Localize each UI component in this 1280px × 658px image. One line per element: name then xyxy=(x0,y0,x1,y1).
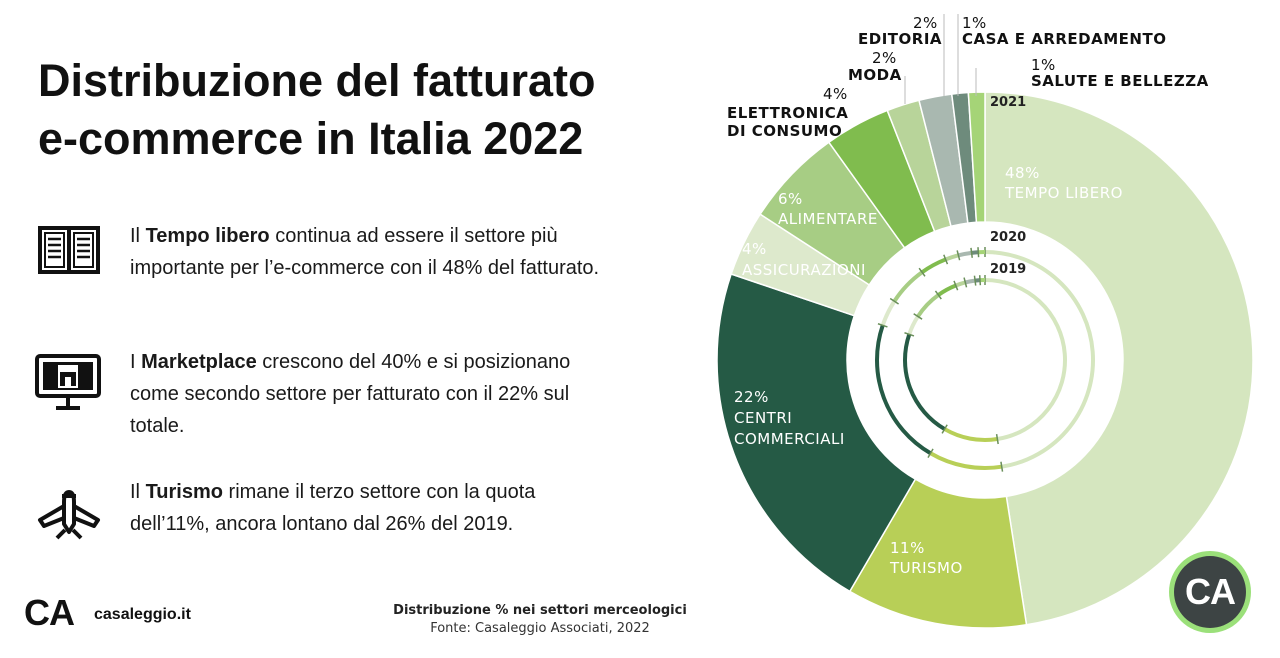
value-label-turismo: 11% xyxy=(890,539,925,557)
slice-centri-commerciali xyxy=(716,273,917,593)
category-label-moda: MODA xyxy=(848,66,902,84)
chart-source: Fonte: Casaleggio Associati, 2022 xyxy=(430,621,650,636)
ring-2020-tick xyxy=(927,448,934,458)
ring-2019-tick xyxy=(934,290,942,300)
ring-2020-arc-centri-commerciali xyxy=(875,324,932,455)
value-label-tempo-libero: 48% xyxy=(1005,164,1040,182)
open-book-icon xyxy=(34,220,104,290)
category-label-salute-e-bellezza: SALUTE E BELLEZZA xyxy=(1031,72,1209,90)
ring-2019-tick xyxy=(941,424,948,434)
airplane-icon xyxy=(34,476,104,546)
highlight-keyword: Turismo xyxy=(145,481,223,503)
marketplace-monitor-icon xyxy=(34,346,104,416)
ring-2019-arc-alimentare xyxy=(916,293,940,318)
category-label-editoria: EDITORIA xyxy=(858,30,942,48)
value-label-elettronica-di-consumo: 4% xyxy=(823,85,848,103)
slice-salute-e-bellezza xyxy=(967,91,986,224)
category-label-centri-commerciali: CENTRI xyxy=(734,409,792,427)
ring-2020-tick xyxy=(889,297,899,305)
ring-2019-arc-editoria xyxy=(964,278,976,285)
ring-2019-tick xyxy=(913,313,923,320)
ring-2019-arc-tempo-libero xyxy=(984,278,1067,442)
ring-2019-tick xyxy=(973,275,977,286)
category-label-centri-commerciali: COMMERCIALI xyxy=(734,430,845,448)
brand-site-link[interactable]: casaleggio.it xyxy=(94,606,191,623)
category-label-elettronica-di-consumo: DI CONSUMO xyxy=(727,122,842,140)
ring-2019-tick xyxy=(978,275,982,286)
slice-tempo-libero xyxy=(984,91,1254,626)
highlight-text: I Marketplace crescono del 40% e si posi… xyxy=(130,351,571,437)
ring-2020-tick xyxy=(1000,461,1004,472)
ring-2020-arc-assicurazioni xyxy=(880,300,897,327)
title-line-2: e-commerce in Italia 2022 xyxy=(38,113,584,164)
ring-2019-arc-moda xyxy=(955,280,966,288)
ring-2020-arc-editoria xyxy=(957,250,972,258)
value-label-alimentare: 6% xyxy=(778,190,803,208)
ring-2020-tick xyxy=(877,323,888,328)
ring-2019-tick xyxy=(904,332,915,337)
highlight-keyword: Marketplace xyxy=(141,351,257,373)
ring-2019-arc-assicurazioni xyxy=(907,315,920,336)
ring-2019-arc-elettronica-di-consumo xyxy=(937,283,957,297)
ring-2020-arc-tempo-libero xyxy=(984,250,1096,469)
ring-2020-tick xyxy=(970,247,973,258)
ring-2020-tick xyxy=(943,254,949,265)
ring-label-2020: 2020 xyxy=(990,230,1026,245)
ring-2019-arc-centri-commerciali xyxy=(903,333,946,431)
value-label-casa-e-arredamento: 1% xyxy=(962,14,987,32)
value-label-assicurazioni: 4% xyxy=(742,240,767,258)
value-label-moda: 2% xyxy=(872,49,897,67)
chart-caption: Distribuzione % nei settori merceologici… xyxy=(380,602,700,638)
value-label-salute-e-bellezza: 1% xyxy=(1031,56,1056,74)
highlight-text: Il Turismo rimane il terzo settore con l… xyxy=(130,481,536,535)
category-label-assicurazioni: ASSICURAZIONI xyxy=(742,261,866,279)
ring-2020-arc-alimentare xyxy=(892,270,924,303)
ring-2019-arc-turismo xyxy=(943,427,998,442)
ring-2019-tick xyxy=(995,433,999,445)
chart-caption-title: Distribuzione % nei settori merceologici xyxy=(393,603,687,618)
ca-badge-text: CA xyxy=(1185,571,1236,612)
category-label-elettronica-di-consumo: ELETTRONICA xyxy=(727,104,848,122)
category-label-turismo: TURISMO xyxy=(889,559,963,577)
page-title: Distribuzione del fatturato e-commerce i… xyxy=(38,52,698,168)
ring-2020-arc-casa-e-arredamento xyxy=(971,250,979,255)
ring-2020-arc-moda xyxy=(944,253,959,262)
highlight-turismo: Il Turismo rimane il terzo settore con l… xyxy=(34,476,654,576)
category-label-tempo-libero: TEMPO LIBERO xyxy=(1004,184,1123,202)
ring-2020-tick xyxy=(918,267,926,277)
value-label-editoria: 2% xyxy=(913,14,938,32)
highlight-tempo-libero: Il Tempo libero continua ad essere il se… xyxy=(34,220,654,320)
highlight-keyword: Tempo libero xyxy=(145,225,270,247)
category-label-casa-e-arredamento: CASA E ARREDAMENTO xyxy=(962,30,1166,48)
ring-2020-tick xyxy=(977,247,980,258)
ring-2020-tick xyxy=(956,250,961,261)
donut-chart: 2021 2020 2019 48% TEMPO LIBERO 11% TURISMO 22%… xyxy=(716,14,1254,629)
ring-2020-arc-elettronica-di-consumo xyxy=(920,257,947,274)
brand-logo: CA xyxy=(24,592,75,633)
value-label-centri-commerciali: 22% xyxy=(734,388,769,406)
ring-label-2019: 2019 xyxy=(990,262,1026,277)
title-line-1: Distribuzione del fatturato xyxy=(38,55,596,106)
ring-label-2021: 2021 xyxy=(990,95,1026,110)
category-label-alimentare: ALIMENTARE xyxy=(778,210,878,228)
ring-2019-tick xyxy=(963,277,968,288)
ring-2020-arc-turismo xyxy=(929,451,1003,470)
brand[interactable]: CA casaleggio.it xyxy=(24,592,224,636)
ring-2019-tick xyxy=(953,280,959,291)
highlight-text: Il Tempo libero continua ad essere il se… xyxy=(130,225,600,279)
ca-badge-logo: CA xyxy=(1174,556,1246,628)
highlight-marketplace: I Marketplace crescono del 40% e si posi… xyxy=(34,346,654,446)
